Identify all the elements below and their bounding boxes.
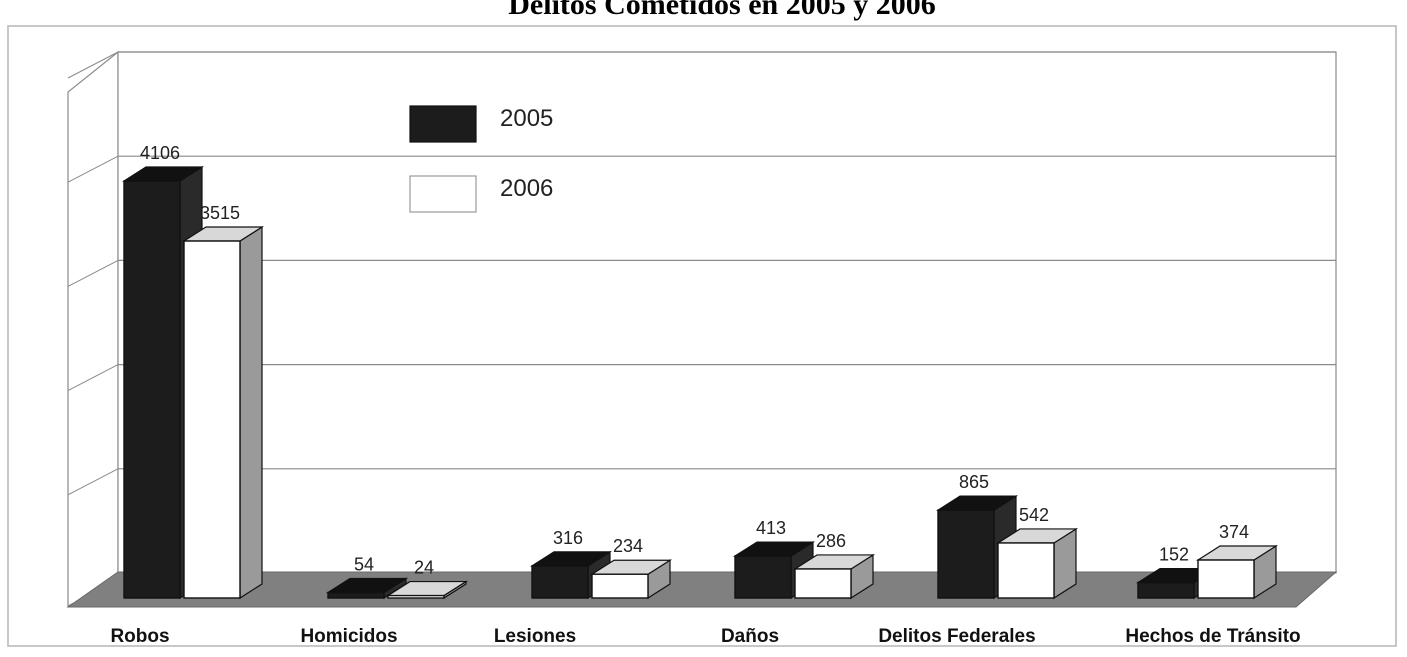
category-label: Delitos Federales (878, 626, 1035, 647)
value-label: 234 (613, 536, 643, 556)
bar-2005-homicidos (325, 577, 409, 600)
category-labels: Robos Homicidos Lesiones Daños Delitos Feder… (110, 626, 1300, 647)
bar-front (794, 568, 852, 599)
value-label: 865 (959, 472, 989, 492)
value-label: 413 (756, 518, 786, 538)
category-label: Lesiones (494, 626, 576, 647)
value-label: 374 (1219, 522, 1249, 542)
gridlines (67, 51, 1336, 496)
value-labels: 4106 3515 54 24 316 234 413 286 865 542 152 374 (140, 143, 1249, 578)
legend-swatch-2005 (409, 105, 477, 143)
bar-front (123, 180, 181, 599)
value-label: 152 (1159, 545, 1189, 565)
legend: 2005 2006 (409, 105, 553, 213)
bar-front (937, 509, 995, 599)
bar-front (327, 591, 385, 599)
category-label: Robos (110, 626, 169, 647)
bar-front (734, 555, 792, 599)
category-label: Hechos de Tránsito (1125, 626, 1300, 647)
bar-2006-delitos-federales (995, 527, 1079, 600)
bar-2005-daños (732, 540, 816, 600)
value-label: 316 (553, 528, 583, 548)
bar-2006-hechos-de-tránsito (1195, 544, 1279, 600)
value-label: 286 (816, 531, 846, 551)
bar-front (387, 594, 445, 599)
value-label: 3515 (200, 203, 240, 223)
bars (121, 165, 1279, 600)
bar-front (997, 542, 1055, 599)
legend-swatch-2006 (409, 175, 477, 213)
bar-2006-homicidos (385, 580, 469, 600)
legend-label-2005: 2005 (500, 105, 553, 132)
bar-2006-lesiones (589, 559, 673, 600)
gridline-side (67, 259, 119, 287)
back-wall (117, 51, 1337, 574)
left-wall (67, 50, 119, 607)
legend-label-2006: 2006 (500, 175, 553, 202)
chart-walls (67, 50, 1337, 607)
bar-2005-lesiones (529, 550, 613, 600)
bar-2006-robos (181, 225, 265, 600)
gridline-side (67, 364, 119, 392)
bar-front (183, 240, 241, 599)
chart-title: Delitos Cometidos en 2005 y 2006 (508, 0, 935, 21)
bar-2006-daños (792, 553, 876, 600)
chart-frame (7, 25, 1397, 647)
value-label: 4106 (140, 143, 180, 163)
bar-front (591, 573, 649, 599)
category-label: Homicidos (300, 626, 397, 647)
bar-front (1197, 559, 1255, 599)
gridline-side (67, 155, 119, 183)
gridline-side (67, 51, 119, 79)
value-label: 24 (414, 558, 434, 578)
category-label: Daños (721, 626, 779, 647)
bar-front (531, 565, 589, 599)
value-label: 542 (1019, 505, 1049, 525)
bar-side (239, 225, 263, 600)
gridline-side (67, 468, 119, 496)
bar-front (1137, 581, 1195, 599)
value-label: 54 (354, 555, 374, 575)
